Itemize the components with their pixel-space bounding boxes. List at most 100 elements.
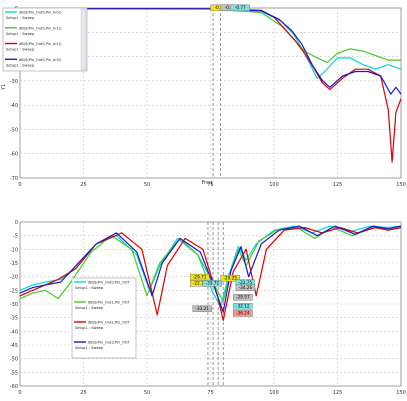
y-tick-label: -20 bbox=[10, 275, 18, 281]
y-tick-label: -50 bbox=[10, 357, 18, 363]
legend-entry-setup: Setup1 : Sweep bbox=[75, 326, 104, 330]
legend-entry-setup: Setup1 : Sweep bbox=[75, 306, 104, 310]
marker-box bbox=[233, 310, 253, 317]
y-tick-label: -45 bbox=[10, 343, 18, 349]
marker-value: -0.77 bbox=[235, 5, 246, 10]
legend-entry-setup: Setup1 : Sweep bbox=[6, 48, 35, 52]
legend-entry: dB(S(Pin_Out0,Pin_In2)) Setup1 : Sweep bbox=[5, 42, 62, 52]
y-tick-label: -15 bbox=[10, 261, 18, 267]
marker-label[interactable]: -34.26 bbox=[235, 284, 256, 291]
y-tick-label: -30 bbox=[10, 79, 18, 85]
legend-entry-setup: Setup1 : Sweep bbox=[75, 346, 104, 350]
marker-value: -22.75 bbox=[193, 281, 207, 286]
y-tick-label: -60 bbox=[10, 384, 18, 390]
legend-entry-name: dB(S(Pin_Out3,Pin_OUT bbox=[88, 341, 131, 345]
legend-entry-name: dB(S(Pin_Out0,Pin_OUT bbox=[88, 281, 131, 285]
x-tick-label: 125 bbox=[333, 390, 343, 396]
legend-scrollbar[interactable] bbox=[80, 8, 87, 71]
x-tick-label: 100 bbox=[269, 182, 279, 188]
x-tick-label: 75 bbox=[207, 182, 213, 188]
marker-value: -32.12 bbox=[236, 304, 250, 309]
y-tick-label: -10 bbox=[10, 247, 18, 253]
y-tick-label: -60 bbox=[10, 152, 18, 158]
y-tick-label: -55 bbox=[10, 370, 18, 376]
x-axis-label: Freq bbox=[202, 180, 213, 186]
x-tick-label: 0 bbox=[18, 390, 21, 396]
y-tick-label: -40 bbox=[10, 329, 18, 335]
legend-entry-name: dB(S(Pin_Out0,Pin_In1)) bbox=[19, 26, 62, 30]
marker-label[interactable]: -32.12 bbox=[233, 303, 253, 310]
marker-label[interactable]: -36.24 bbox=[233, 310, 253, 317]
legend-entry-name: dB(S(Pin_Out2,Pin_OUT bbox=[88, 321, 131, 325]
legend-entry-setup: Setup1 : Sweep bbox=[6, 63, 35, 67]
marker-value: -33.72 bbox=[206, 281, 220, 286]
marker-box bbox=[235, 284, 256, 291]
marker-box bbox=[220, 274, 240, 282]
marker-box bbox=[233, 303, 253, 310]
legend-entry: dB(S(Pin_Out0,Pin_In1)) Setup1 : Sweep bbox=[5, 26, 62, 36]
marker-box bbox=[189, 273, 210, 281]
marker-box bbox=[233, 294, 253, 301]
y-tick-label: -40 bbox=[10, 103, 18, 109]
y-tick-label: -35 bbox=[10, 316, 18, 322]
marker-value: -34.26 bbox=[239, 285, 253, 290]
x-tick-label: 150 bbox=[396, 390, 406, 396]
y-tick-label: -30 bbox=[10, 302, 18, 308]
marker-label[interactable]: -33.72 bbox=[202, 280, 223, 287]
y-tick-label: -5 bbox=[13, 234, 18, 240]
x-tick-label: 25 bbox=[80, 182, 86, 188]
marker-value: -22.75 bbox=[239, 280, 253, 285]
y-tick-label: -50 bbox=[10, 127, 18, 133]
legend-entry: dB(S(Pin_Out0,Pin_In0))Setup1 : Sweep bbox=[5, 11, 62, 20]
marker-label[interactable]: -29.71 bbox=[189, 273, 210, 281]
legend-entry-name: dB(S(Pin_Out0,Pin_In0)) bbox=[19, 11, 62, 15]
y-axis-label: Y1 bbox=[1, 84, 7, 91]
legend-entry-setup: Setup1 : Sweep bbox=[6, 32, 35, 36]
x-tick-label: 125 bbox=[333, 182, 343, 188]
marker-label[interactable]: -29.25 bbox=[220, 274, 240, 282]
marker-value: -36.24 bbox=[236, 311, 250, 316]
x-tick-label: 25 bbox=[80, 390, 86, 396]
y-tick-label: -70 bbox=[10, 176, 18, 182]
marker-value: -0.75 bbox=[215, 5, 226, 10]
marker-box bbox=[230, 4, 251, 12]
legend-entry-setup: Setup1 : Sweep bbox=[6, 16, 35, 20]
marker-value: -33.21 bbox=[195, 306, 209, 311]
x-tick-label: 50 bbox=[144, 390, 150, 396]
chart-1: 02550751001251500-10-20-30-40-50-60-70Y1… bbox=[1, 4, 406, 188]
x-tick-label: 75 bbox=[207, 390, 213, 396]
x-tick-label: 100 bbox=[269, 390, 279, 396]
marker-box bbox=[202, 280, 223, 287]
marker-value: -29.71 bbox=[193, 274, 207, 279]
chart-2: 0 25 50 75 100 125 150 0 -5 -10 -15 -20 -25 -30 -35 -40… bbox=[10, 220, 406, 396]
series-line-4 bbox=[20, 8, 402, 95]
marker-value: -29.57 bbox=[236, 295, 250, 300]
legend-box bbox=[71, 277, 137, 359]
x-tick-label: 150 bbox=[396, 182, 406, 188]
legend[interactable]: dB(S(Pin_Out0,Pin_In0))Setup1 : SweepdB(… bbox=[2, 7, 88, 72]
x-tick-label: 0 bbox=[18, 182, 21, 188]
series-line-3 bbox=[19, 226, 402, 321]
marker-label[interactable]: -29.57 bbox=[233, 294, 253, 301]
y-tick-label: -25 bbox=[10, 288, 18, 294]
legend-entry-setup: Setup1 : Sweep bbox=[75, 286, 104, 290]
legend-entry: dB(S(Pin_Out0,Pin_In3))Setup1 : Sweep bbox=[5, 58, 62, 67]
legend-entry-name: dB(S(Pin_Out1,Pin_OUT bbox=[88, 301, 131, 305]
marker-box bbox=[192, 305, 212, 312]
marker-label[interactable]: -33.21 bbox=[192, 305, 212, 312]
marker-label[interactable]: -0.77 bbox=[230, 4, 251, 12]
legend-entry-name: dB(S(Pin_Out0,Pin_In3)) bbox=[19, 58, 62, 62]
marker-value: -29.25 bbox=[223, 275, 237, 280]
marker-value: -0.79 bbox=[225, 5, 236, 10]
legend-entry-name: dB(S(Pin_Out0,Pin_In2)) bbox=[19, 42, 62, 46]
series-line-4 bbox=[19, 225, 402, 313]
y-tick-label: 0 bbox=[15, 220, 18, 226]
x-tick-label: 50 bbox=[144, 182, 150, 188]
legend-box bbox=[2, 7, 88, 72]
